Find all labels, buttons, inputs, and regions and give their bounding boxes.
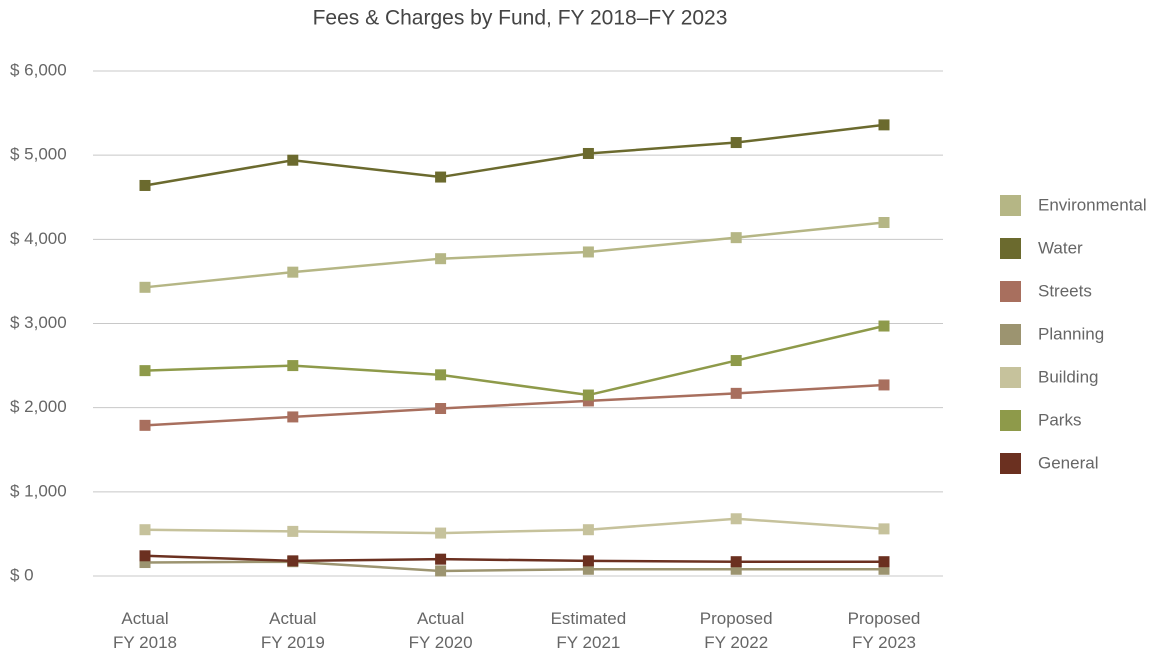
point-marker [287, 266, 299, 278]
x-tick-label: Estimated FY 2021 [551, 609, 627, 652]
series-line [144, 383, 885, 427]
point-marker [435, 369, 447, 381]
point-marker [287, 525, 299, 537]
y-tick-label: $ 1,000 [10, 481, 67, 500]
legend-swatch [1000, 238, 1021, 259]
point-marker [878, 563, 890, 575]
point-marker [878, 217, 890, 228]
legend-swatch [1000, 453, 1021, 474]
chart-title: Fees & Charges by Fund, FY 2018–FY 2023 [313, 7, 728, 30]
point-marker [435, 527, 447, 539]
x-tick-label: Actual FY 2018 [113, 609, 177, 652]
point-marker [435, 253, 447, 265]
series-line [144, 221, 885, 289]
point-marker [582, 555, 594, 567]
y-tick-label: $ 2,000 [10, 397, 67, 416]
x-tick-label: Proposed FY 2023 [848, 609, 921, 652]
series-line [144, 123, 885, 187]
legend-swatch [1000, 195, 1021, 216]
y-tick-label: $ 0 [10, 565, 34, 584]
x-tick-label: Actual FY 2019 [261, 609, 325, 652]
point-marker [730, 387, 742, 399]
series-line [144, 560, 884, 573]
point-marker [878, 320, 890, 332]
point-marker [730, 355, 742, 367]
series-line [144, 517, 885, 535]
point-marker [878, 556, 890, 568]
point-marker [287, 360, 299, 372]
y-tick-label: $ 4,000 [10, 229, 67, 248]
point-marker [582, 389, 594, 401]
point-marker [582, 563, 594, 575]
point-marker [878, 379, 890, 391]
x-tick-label: Proposed FY 2022 [700, 609, 773, 652]
legend-swatch [1000, 281, 1021, 302]
y-tick-label: $ 6,000 [10, 60, 67, 79]
legend-swatch [1000, 324, 1021, 345]
point-marker [287, 555, 299, 567]
legend-label: General [1038, 453, 1098, 472]
point-marker [878, 119, 890, 131]
point-marker [287, 411, 299, 423]
point-marker [435, 553, 447, 565]
point-marker [582, 395, 594, 407]
legend-label: Building [1038, 367, 1099, 386]
point-marker [730, 556, 742, 568]
point-marker [435, 171, 447, 183]
legend-label: Environmental [1038, 195, 1147, 214]
point-marker [139, 524, 151, 536]
point-marker [435, 403, 447, 415]
point-marker [582, 524, 594, 536]
legend-label: Parks [1038, 410, 1081, 429]
series-line [144, 554, 884, 563]
point-marker [730, 563, 742, 575]
point-marker [139, 281, 151, 293]
point-marker [139, 419, 151, 431]
point-marker [139, 365, 151, 377]
legend-swatch [1000, 410, 1021, 431]
point-marker [139, 550, 151, 562]
point-marker [139, 179, 151, 191]
point-marker [730, 513, 742, 525]
y-tick-label: $ 5,000 [10, 145, 67, 164]
point-marker [730, 137, 742, 149]
legend-label: Planning [1038, 324, 1104, 343]
point-marker [287, 154, 299, 166]
point-marker [582, 246, 594, 258]
point-marker [582, 147, 594, 159]
point-marker [435, 565, 447, 577]
point-marker [730, 232, 742, 244]
point-marker [139, 557, 151, 569]
x-tick-label: Actual FY 2020 [409, 609, 473, 652]
legend-label: Water [1038, 238, 1083, 257]
legend-label: Streets [1038, 281, 1092, 300]
y-tick-label: $ 3,000 [10, 313, 67, 332]
series-line [144, 324, 885, 397]
point-marker [878, 523, 890, 535]
legend-swatch [1000, 367, 1021, 388]
